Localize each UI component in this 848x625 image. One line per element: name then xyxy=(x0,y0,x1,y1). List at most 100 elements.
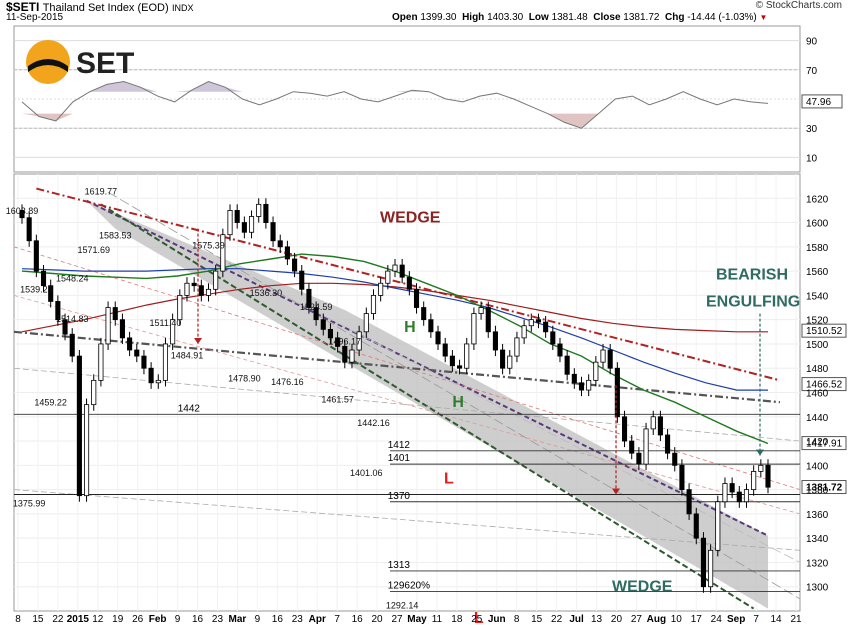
x-tick-label: 23 xyxy=(212,614,224,625)
y-tick-label: 1400 xyxy=(806,461,829,472)
trendline xyxy=(237,270,801,563)
candle-body xyxy=(700,537,706,588)
price-point-label: 1496.17 xyxy=(329,337,362,347)
low-label: Low xyxy=(528,12,549,23)
level-label: 1412 xyxy=(388,440,411,451)
candle-body xyxy=(91,379,97,406)
candle-body xyxy=(686,489,692,515)
x-tick-label: 7 xyxy=(334,614,340,625)
x-tick-label: 16 xyxy=(272,614,284,625)
candle-body xyxy=(607,349,613,369)
candle-body xyxy=(40,270,47,287)
candle-body xyxy=(385,270,391,284)
trendlines-layer xyxy=(13,187,801,600)
chg-label: Chg xyxy=(665,12,685,23)
rsi-oversold-fill xyxy=(22,113,768,129)
logo-text: SET xyxy=(76,47,134,80)
open-value: 1399.30 xyxy=(420,12,457,23)
candle-body xyxy=(708,549,714,588)
x-tick-label: 9 xyxy=(255,614,261,625)
right-value-text: 1381.72 xyxy=(806,483,843,494)
candle-body xyxy=(657,416,663,436)
wedge-shading xyxy=(86,200,769,609)
y-tick-label: 1560 xyxy=(806,267,829,278)
x-tick-label: 20 xyxy=(611,614,623,625)
candle-body xyxy=(313,307,319,321)
price-point-label: 1603.89 xyxy=(6,206,39,216)
candle-body xyxy=(356,331,362,351)
candle-body xyxy=(557,343,563,357)
level-label: 1442 xyxy=(178,403,201,414)
h-marker-1: H xyxy=(404,319,416,336)
price-point-label: 1514.83 xyxy=(56,314,89,324)
y-tick-label: 1340 xyxy=(806,534,829,545)
chg-value: -14.44 (-1.03%) xyxy=(687,12,757,23)
candle-body xyxy=(521,325,527,339)
candle-body xyxy=(550,331,556,345)
copyright: © StockCharts.com xyxy=(755,0,842,11)
x-tick-label: 26 xyxy=(132,614,144,625)
candle-body xyxy=(277,240,283,248)
candle-body xyxy=(76,355,82,497)
x-tick-label: 15 xyxy=(531,614,543,625)
l-marker-2: L xyxy=(474,610,484,625)
x-tick-label: 12 xyxy=(92,614,104,625)
price-point-label: 1484.91 xyxy=(171,350,204,360)
x-tick-label: 22 xyxy=(52,614,64,625)
ma-blue-line xyxy=(21,268,768,391)
rsi-value-tag xyxy=(801,94,843,109)
y-tick-label: 1420 xyxy=(806,437,829,448)
y-tick-label: 1380 xyxy=(806,486,829,497)
y-tick-label: 1580 xyxy=(806,243,829,254)
x-tick-label: 27 xyxy=(631,614,643,625)
candle-body xyxy=(758,464,764,472)
candle-body xyxy=(105,307,111,345)
candle-body xyxy=(535,319,542,323)
wedge-top-label: WEDGE xyxy=(380,210,441,227)
high-value: 1403.30 xyxy=(487,12,524,23)
candle-body xyxy=(600,349,606,363)
candle-body xyxy=(586,379,592,391)
x-tick-label: 24 xyxy=(711,614,723,625)
level-label: 1313 xyxy=(388,560,411,571)
x-tick-label: Aug xyxy=(647,614,666,625)
x-tick-label: 11 xyxy=(432,614,443,625)
y-tick-label: 1540 xyxy=(806,291,829,302)
candle-body xyxy=(643,428,649,465)
x-tick-label: Sep xyxy=(727,614,745,625)
x-tick-label: 8 xyxy=(15,614,21,625)
right-value-text: 1510.52 xyxy=(806,326,843,337)
candle-body xyxy=(751,471,757,491)
close-label: Close xyxy=(593,12,621,23)
candle-body xyxy=(672,452,678,466)
right-value-tag xyxy=(801,480,847,495)
x-tick-label: 7 xyxy=(753,614,759,625)
price-point-label: 1539.23 xyxy=(20,284,53,294)
candle-body xyxy=(55,301,61,321)
x-tick-label: 2015 xyxy=(67,614,90,625)
candle-body xyxy=(220,234,226,272)
candle-body xyxy=(241,222,247,233)
low-value: 1381.48 xyxy=(551,12,588,23)
rsi-overbought-fill xyxy=(22,81,768,92)
candle-body xyxy=(177,294,183,321)
candle-body xyxy=(48,285,54,302)
symbol: $SETI Thailand Set Index (EOD) INDX xyxy=(6,0,194,14)
candle-body xyxy=(421,307,427,321)
candle-body xyxy=(665,434,671,454)
candle-body xyxy=(715,501,721,551)
candle-body xyxy=(621,416,628,442)
candle-body xyxy=(507,355,513,369)
candle-body xyxy=(629,440,635,454)
candle-body xyxy=(320,319,326,330)
ma-red-line xyxy=(21,282,768,333)
trendline xyxy=(13,367,801,442)
candle-body xyxy=(191,282,197,287)
open-label: Open xyxy=(392,12,418,23)
candle-body xyxy=(335,337,341,347)
x-tick-label: 10 xyxy=(671,614,683,625)
bearish-label: BEARISH xyxy=(716,267,788,284)
engulfing-label: ENGULFING xyxy=(706,293,800,310)
candle-body xyxy=(765,464,771,488)
